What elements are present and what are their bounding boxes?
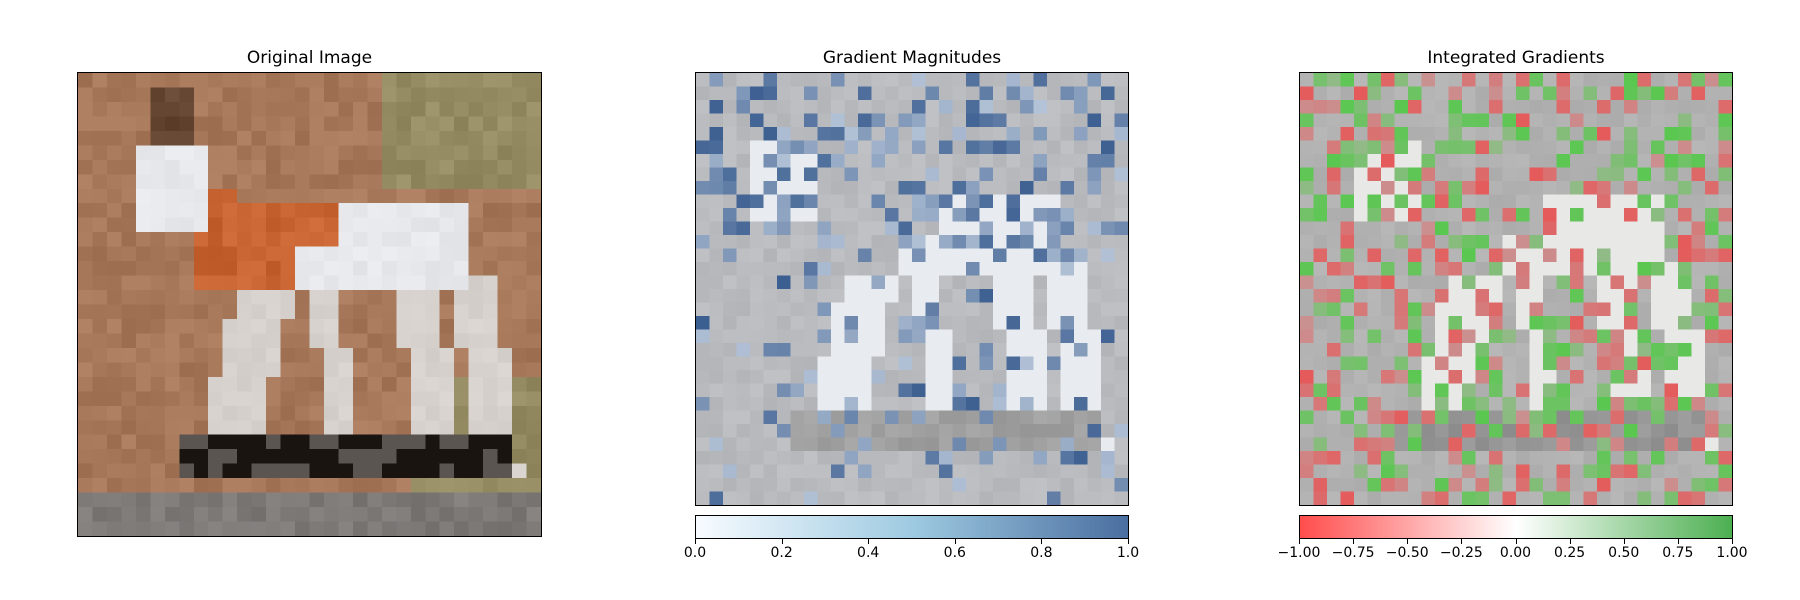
- colorbar-tick-label: 0.8: [1030, 545, 1053, 561]
- colorbar-tick: [1461, 539, 1463, 544]
- colorbar-tick-label: 0.0: [683, 545, 707, 561]
- integrated-gradients-colorbar: [1299, 515, 1733, 539]
- colorbar-tick-label: 1.00: [1716, 545, 1748, 561]
- panel-title-integrated-gradients: Integrated Gradients: [1427, 48, 1605, 68]
- colorbar-tick-label: 0.2: [770, 545, 793, 561]
- colorbar-tick-label: 0.50: [1608, 545, 1640, 561]
- colorbar-tick-label: 0.6: [943, 545, 966, 561]
- colorbar-tick: [1353, 539, 1355, 544]
- integrated-gradients-heatmap: [1299, 72, 1733, 506]
- colorbar-tick-label: −1.00: [1277, 545, 1321, 561]
- panel-title-gradient-magnitudes: Gradient Magnitudes: [822, 48, 1002, 68]
- colorbar-tick: [1407, 539, 1409, 544]
- colorbar-tick-label: 0.4: [857, 545, 880, 561]
- colorbar-tick: [868, 539, 870, 544]
- colorbar-tick: [1677, 539, 1679, 544]
- colorbar-tick: [781, 539, 783, 544]
- colorbar-tick: [1299, 539, 1300, 544]
- gradient-magnitudes-colorbar: [695, 515, 1129, 539]
- original-image-pixels: [78, 73, 541, 536]
- colorbar-tick-label: −0.50: [1385, 545, 1429, 561]
- gradient-magnitudes-heatmap: [695, 72, 1129, 506]
- colorbar-tick: [1515, 539, 1517, 544]
- colorbar-tick-label: −0.25: [1439, 545, 1483, 561]
- colorbar-tick: [1623, 539, 1625, 544]
- panel-title-original: Original Image: [246, 48, 373, 68]
- colorbar-tick-label: 0.75: [1662, 545, 1694, 561]
- colorbar-tick: [954, 539, 956, 544]
- colorbar-tick-label: 0.25: [1554, 545, 1586, 561]
- colorbar-tick: [1128, 539, 1129, 544]
- integrated-gradients-pixels: [1300, 73, 1732, 505]
- colorbar-tick: [1041, 539, 1043, 544]
- colorbar-tick-label: 0.00: [1499, 545, 1532, 561]
- colorbar-tick: [1569, 539, 1571, 544]
- colorbar-tick: [695, 539, 696, 544]
- colorbar-tick-label: 1.0: [1116, 545, 1140, 561]
- gradient-magnitudes-pixels: [696, 73, 1128, 505]
- colorbar-tick: [1732, 539, 1733, 544]
- colorbar-tick-label: −0.75: [1331, 545, 1375, 561]
- original-image: [77, 72, 542, 537]
